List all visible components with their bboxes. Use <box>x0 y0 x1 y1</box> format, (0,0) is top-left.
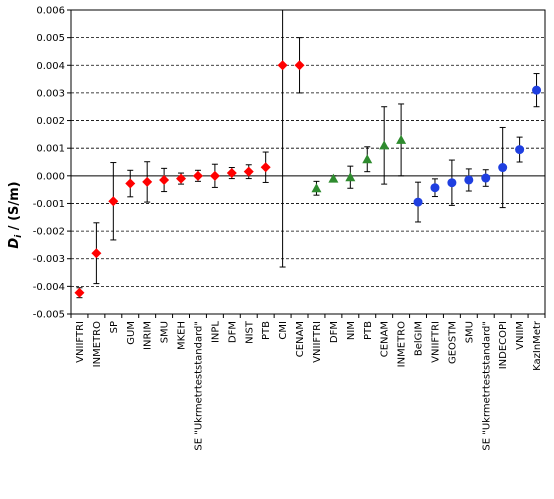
grid-lines <box>71 9 545 315</box>
data-point-triangle <box>345 172 356 182</box>
x-tick-label: SP <box>109 321 120 333</box>
data-point-circle <box>532 85 542 95</box>
x-tick-label: SE "Ukrmetrteststandard" <box>193 321 204 451</box>
data-point-circle <box>447 178 457 188</box>
error-bars <box>76 10 540 299</box>
x-tick-label: VNIIM <box>515 321 526 350</box>
data-point-diamond <box>142 176 153 187</box>
y-tick-label: 0.003 <box>36 88 65 99</box>
x-tick-label: VNIIFTRI <box>430 321 441 363</box>
x-tick-labels: VNIIFTRI INMETRO SP GUM INRIM SMU MKEH SE "Ukrm… <box>75 320 543 450</box>
plot-frame <box>70 9 546 315</box>
data-point-triangle <box>396 134 407 144</box>
data-point-diamond <box>74 287 85 298</box>
data-point-diamond <box>176 173 187 184</box>
x-tick-label: SMU <box>160 321 171 343</box>
x-tick-label: INMETRO <box>92 321 103 367</box>
data-point-diamond <box>243 166 254 177</box>
data-point-circle <box>430 183 440 193</box>
data-point-diamond <box>209 170 220 181</box>
y-tick-label: 0.006 <box>36 6 65 17</box>
y-tick-label: 0.001 <box>36 144 65 155</box>
x-tick-label: MKEH <box>177 321 188 350</box>
x-tick-label: PTB <box>261 321 272 340</box>
y-tick-label: -0.001 <box>33 199 65 210</box>
x-tick-label: INMETRO <box>397 321 408 367</box>
x-tick-label: INRIM <box>143 321 154 350</box>
x-tick-label: SMU <box>464 321 475 343</box>
y-tick-label: -0.005 <box>33 310 65 321</box>
x-tick-label: CENAM <box>380 321 391 357</box>
data-point-circle <box>413 197 423 207</box>
x-tick-label: BelGIM <box>414 321 425 356</box>
data-point-triangle <box>328 173 339 183</box>
data-point-triangle <box>311 183 322 193</box>
y-axis-label-symbol: D <box>7 238 22 249</box>
data-point-diamond <box>226 168 237 179</box>
x-tick-label: CMI <box>278 321 289 340</box>
data-point-diamond <box>108 196 119 207</box>
data-point-circle <box>515 145 525 155</box>
data-point-circle <box>481 173 491 183</box>
x-tick-label: NIST <box>244 320 255 344</box>
y-axis-label: Di / (S/m) <box>7 181 24 248</box>
axes <box>67 9 546 318</box>
x-tick-label: NIM <box>346 321 357 340</box>
data-point-circle <box>498 163 508 173</box>
x-tick-label: KazInMetr <box>532 320 543 371</box>
x-tick-label: INPL <box>210 321 221 343</box>
data-point-triangle <box>379 140 390 150</box>
y-tick-labels: -0.005 -0.004 -0.003 -0.002 -0.001 0.000 0.001… <box>33 6 65 321</box>
markers <box>74 60 542 298</box>
y-tick-label: 0.000 <box>36 171 65 182</box>
x-tick-label: DFM <box>227 321 238 343</box>
y-tick-label: -0.003 <box>33 254 65 265</box>
x-tick-label: VNIIFTRI <box>312 321 323 363</box>
data-point-diamond <box>125 178 136 189</box>
y-tick-label: 0.002 <box>36 116 65 127</box>
y-tick-label: 0.005 <box>36 33 65 44</box>
data-point-diamond <box>159 174 170 185</box>
y-tick-label: -0.002 <box>33 227 65 238</box>
data-point-diamond <box>91 248 102 259</box>
x-tick-label: PTB <box>363 321 374 340</box>
data-point-circle <box>464 175 474 185</box>
x-tick-label: INDECOPI <box>498 321 509 369</box>
y-axis-label-subscript: i <box>14 234 24 238</box>
data-point-triangle <box>362 154 373 164</box>
data-point-diamond <box>192 170 203 181</box>
x-tick-label: GEOSTM <box>447 321 458 364</box>
x-tick-label: CENAM <box>295 321 306 357</box>
x-tick-label: VNIIFTRI <box>75 321 86 363</box>
data-point-diamond <box>260 162 271 173</box>
x-tick-label: DFM <box>329 321 340 343</box>
y-axis-label-units: / (S/m) <box>7 181 22 234</box>
x-tick-label: SE "Ukrmetrteststandard" <box>481 321 492 451</box>
y-tick-label: -0.004 <box>33 282 65 293</box>
data-point-diamond <box>277 60 288 71</box>
data-point-diamond <box>294 60 305 71</box>
y-tick-label: 0.004 <box>36 61 65 72</box>
x-tick-label: GUM <box>126 321 137 345</box>
